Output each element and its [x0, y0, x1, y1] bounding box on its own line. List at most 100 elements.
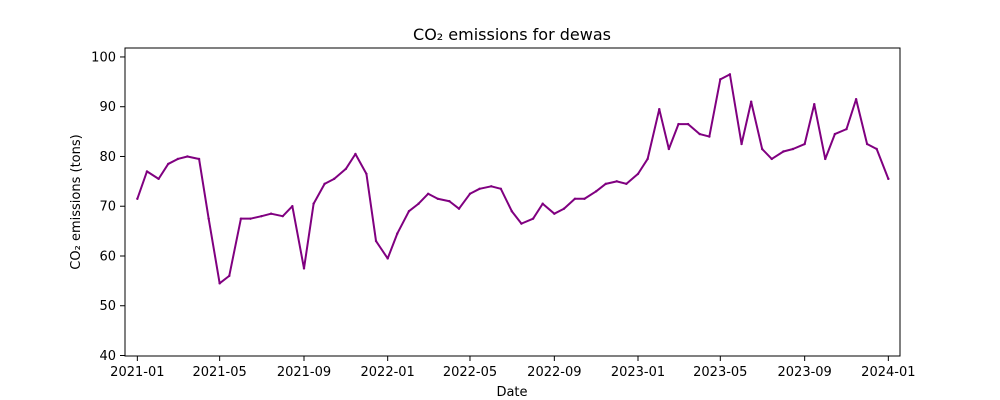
data-point [249, 217, 252, 220]
data-point [728, 73, 732, 76]
data-point [457, 207, 461, 210]
data-point [323, 182, 326, 186]
data-point [510, 210, 514, 213]
data-point [658, 108, 661, 111]
data-point [686, 122, 690, 126]
data-point [667, 147, 671, 151]
data-point [312, 202, 315, 205]
data-point [791, 147, 795, 151]
data-point [854, 98, 858, 101]
data-point [719, 78, 722, 81]
data-point [698, 132, 701, 136]
data-point [478, 187, 481, 191]
data-point [136, 197, 139, 200]
y-tick-label: 80 [99, 150, 116, 165]
data-point [260, 214, 263, 218]
data-point [770, 157, 773, 161]
data-point [875, 147, 878, 151]
x-tick-label: 2024-01 [861, 365, 915, 380]
data-point [677, 122, 680, 126]
x-tick-label: 2023-05 [693, 365, 747, 380]
data-point [344, 167, 348, 171]
data-point [436, 197, 439, 200]
data-point [207, 217, 210, 220]
x-axis: 2021-01 2021-05 2021-09 2022-01 2022-05 2022-… [110, 356, 916, 380]
data-point [562, 207, 566, 210]
x-tick-label: 2023-09 [778, 365, 832, 380]
data-point [646, 157, 649, 161]
data-point [407, 210, 411, 213]
data-point [291, 205, 294, 208]
x-tick-label: 2021-09 [277, 365, 331, 380]
x-tick-label: 2022-09 [527, 365, 581, 380]
y-tick-label: 90 [99, 100, 116, 115]
chart-title: CO₂ emissions for dewas [413, 25, 611, 44]
data-point [541, 202, 544, 205]
data-point [167, 162, 170, 166]
x-tick-label: 2023-01 [611, 365, 665, 380]
data-point [281, 214, 284, 218]
data-point [583, 197, 586, 200]
x-tick-label: 2022-01 [361, 365, 415, 380]
plot-frame [124, 47, 901, 357]
x-tick-label: 2021-01 [110, 365, 164, 380]
data-point [157, 177, 160, 181]
data-point [417, 202, 420, 205]
data-point [813, 103, 816, 106]
data-point [887, 177, 890, 181]
y-axis-title: CO₂ emissions (tons) [69, 134, 84, 269]
data-point [145, 170, 149, 173]
data-point [499, 187, 503, 191]
data-point [865, 142, 869, 146]
y-tick-label: 50 [99, 299, 116, 314]
y-tick-label: 40 [99, 349, 116, 364]
data-point [615, 180, 618, 183]
y-axis: 40 50 60 70 80 90 100 [91, 50, 125, 364]
y-tick-label: 100 [91, 50, 116, 65]
data-point [760, 147, 764, 151]
y-tick-label: 60 [99, 249, 116, 264]
data-point [386, 257, 389, 260]
data-point [468, 192, 472, 195]
data-point [520, 222, 523, 225]
data-point [374, 239, 378, 243]
data-point [749, 100, 753, 103]
data-point [269, 212, 273, 215]
data-point [824, 157, 827, 161]
data-point [354, 152, 357, 156]
data-point [845, 127, 848, 131]
data-point [782, 150, 785, 153]
data-point [396, 232, 399, 235]
data-point [625, 182, 628, 186]
y-tick-label: 70 [99, 200, 116, 215]
series-layer [136, 73, 890, 285]
data-point [708, 135, 711, 138]
x-axis-title: Date [496, 385, 527, 400]
data-point [365, 172, 368, 176]
data-point [636, 172, 640, 176]
x-tick-label: 2022-05 [443, 365, 497, 380]
data-point [176, 157, 180, 161]
data-point [239, 217, 243, 220]
data-point [553, 212, 556, 215]
data-point [490, 185, 493, 188]
data-point [332, 177, 336, 181]
data-point [803, 142, 806, 146]
data-point [448, 200, 451, 203]
plot-area [125, 48, 900, 356]
data-point [573, 197, 577, 200]
x-tick-label: 2021-05 [192, 365, 246, 380]
data-point [594, 190, 598, 193]
data-point [426, 192, 430, 195]
data-point [186, 155, 189, 158]
data-point [218, 282, 221, 285]
data-point [604, 182, 607, 186]
data-point [740, 142, 743, 146]
data-point [197, 157, 201, 161]
data-point [531, 217, 535, 220]
data-point [833, 132, 837, 136]
data-point [228, 274, 231, 278]
data-point [302, 267, 306, 270]
